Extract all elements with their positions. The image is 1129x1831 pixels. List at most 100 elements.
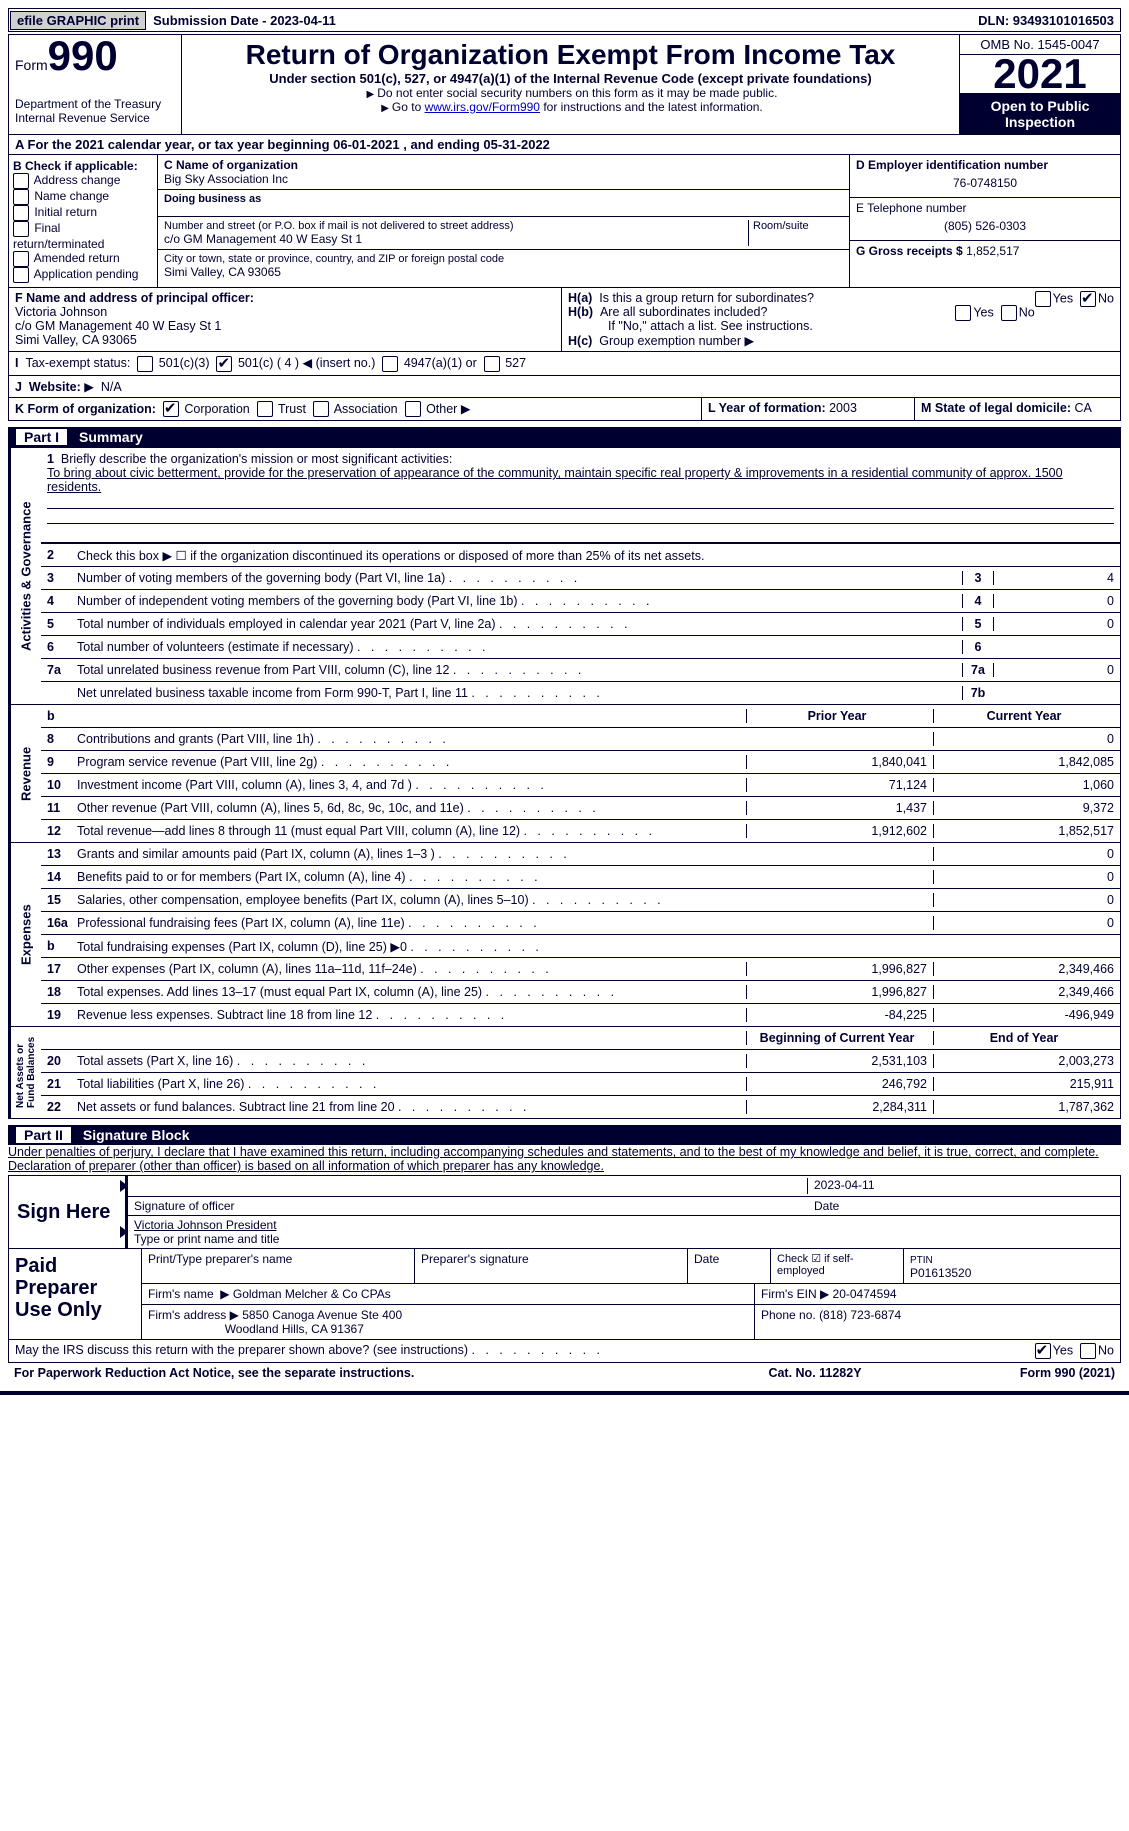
firm-name-label: Firm's name [148,1287,214,1301]
firm-name: Goldman Melcher & Co CPAs [233,1287,391,1301]
ha-yes-checkbox[interactable] [1035,291,1051,307]
527-checkbox[interactable] [484,356,500,372]
ein-value: 76-0748150 [856,172,1114,194]
paid-preparer-block: Paid Preparer Use Only Print/Type prepar… [8,1249,1121,1340]
state-domicile-label: M State of legal domicile: [921,401,1075,415]
summary-row: 22Net assets or fund balances. Subtract … [41,1096,1120,1118]
website-value: N/A [101,380,122,394]
hc-label: Group exemption number [599,334,741,348]
vtab-revenue: Revenue [9,705,41,842]
assoc-checkbox[interactable] [313,401,329,417]
summary-row: 16aProfessional fundraising fees (Part I… [41,912,1120,935]
eoy-header: End of Year [933,1031,1120,1045]
summary-row: 11Other revenue (Part VIII, column (A), … [41,797,1120,820]
form-org-label: K Form of organization: [15,402,156,416]
501c3-checkbox[interactable] [137,356,153,372]
line2-text: Check this box ▶ ☐ if the organization d… [73,546,1120,565]
501c-checkbox[interactable] [216,356,232,372]
sig-officer-label: Signature of officer [134,1199,808,1213]
ha-question: Is this a group return for subordinates? [599,291,814,305]
summary-row: 15Salaries, other compensation, employee… [41,889,1120,912]
part1-num: Part I [16,429,67,445]
ptin-value: P01613520 [910,1266,971,1280]
year-formation-label: L Year of formation: [708,401,829,415]
phone-value: (805) 526-0303 [856,215,1114,237]
org-name-label: C Name of organization [164,158,843,172]
discuss-question: May the IRS discuss this return with the… [15,1343,1035,1359]
sig-date-label: Date [808,1199,1114,1213]
form-subtitle: Under section 501(c), 527, or 4947(a)(1)… [188,71,953,86]
box-b-checkbox[interactable] [13,251,29,267]
dln-label: DLN: 93493101016503 [978,13,1120,28]
hb-question: Are all subordinates included? [600,305,767,319]
hb-note: If "No," attach a list. See instructions… [568,319,1114,333]
privacy-note: Do not enter social security numbers on … [188,86,953,100]
line4-text: Number of independent voting members of … [73,592,962,610]
summary-row: 9Program service revenue (Part VIII, lin… [41,751,1120,774]
self-employed-label: Check ☑ if self-employed [771,1249,904,1283]
hb-no-checkbox[interactable] [1001,305,1017,321]
instructions-note: Go to www.irs.gov/Form990 for instructio… [188,100,953,114]
summary-row: 20Total assets (Part X, line 16)2,531,10… [41,1050,1120,1073]
ha-no-checkbox[interactable] [1080,291,1096,307]
sign-here-block: Sign Here 2023-04-11 Signature of office… [8,1175,1121,1249]
phone-label: E Telephone number [856,201,1114,215]
prep-name-label: Print/Type preparer's name [142,1249,415,1283]
form-header: Form990 Department of the Treasury Inter… [8,34,1121,135]
topbar: efile GRAPHIC print Submission Date - 20… [8,8,1121,32]
state-domicile-value: CA [1075,401,1092,415]
form-number: 990 [48,32,118,79]
submission-date: Submission Date - 2023-04-11 [147,13,336,28]
prior-year-header: Prior Year [746,709,933,723]
form-label: Form [15,57,48,73]
other-checkbox[interactable] [405,401,421,417]
tax-status-label: Tax-exempt status: [25,356,130,370]
discuss-no-checkbox[interactable] [1080,1343,1096,1359]
sign-date-value: 2023-04-11 [807,1178,1114,1194]
room-suite-label: Room/suite [748,220,843,246]
summary-row: 12Total revenue—add lines 8 through 11 (… [41,820,1120,842]
line7a-value: 0 [993,663,1120,677]
open-to-public: Open to Public Inspection [960,94,1120,134]
summary-row: 10Investment income (Part VIII, column (… [41,774,1120,797]
summary-row: 21Total liabilities (Part X, line 26)246… [41,1073,1120,1096]
vtab-expenses: Expenses [9,843,41,1026]
irs-link[interactable]: www.irs.gov/Form990 [425,100,540,114]
firm-ein: 20-0474594 [833,1287,897,1301]
part1-title: Summary [79,429,143,445]
part1-header: Part I Summary [8,427,1121,447]
officer-label: F Name and address of principal officer: [15,291,254,305]
org-name: Big Sky Association Inc [164,172,843,186]
part2-header: Part II Signature Block [8,1125,1121,1145]
hb-yes-checkbox[interactable] [955,305,971,321]
officer-addr2: Simi Valley, CA 93065 [15,333,137,347]
box-b-checkbox[interactable] [13,267,29,283]
city-state-zip: Simi Valley, CA 93065 [164,265,843,279]
summary-row: 8Contributions and grants (Part VIII, li… [41,728,1120,751]
box-b-checkbox[interactable] [13,205,29,221]
perjury-statement: Under penalties of perjury, I declare th… [8,1145,1121,1173]
tax-year: 2021 [960,55,1120,94]
discuss-yes-checkbox[interactable] [1035,1343,1051,1359]
sign-here-label: Sign Here [9,1176,125,1248]
line4-value: 0 [993,594,1120,608]
4947-checkbox[interactable] [382,356,398,372]
firm-phone-label: Phone no. [761,1308,816,1322]
corp-checkbox[interactable] [163,401,179,417]
efile-print-button[interactable]: efile GRAPHIC print [10,11,146,30]
officer-addr1: c/o GM Management 40 W Easy St 1 [15,319,221,333]
trust-checkbox[interactable] [257,401,273,417]
officer-name: Victoria Johnson [15,305,107,319]
box-b-checkbox[interactable] [13,189,29,205]
line3-text: Number of voting members of the governin… [73,569,962,587]
form-footer-label: Form 990 (2021) [915,1366,1115,1380]
line3-value: 4 [993,571,1120,585]
street-address: c/o GM Management 40 W Easy St 1 [164,232,748,246]
box-b-checkbox[interactable] [13,173,29,189]
summary-row: 18Total expenses. Add lines 13–17 (must … [41,981,1120,1004]
bcy-header: Beginning of Current Year [746,1031,933,1045]
box-b-checkbox[interactable] [13,221,29,237]
ptin-label: PTIN [910,1255,933,1266]
summary-row: 19Revenue less expenses. Subtract line 1… [41,1004,1120,1026]
line5-value: 0 [993,617,1120,631]
